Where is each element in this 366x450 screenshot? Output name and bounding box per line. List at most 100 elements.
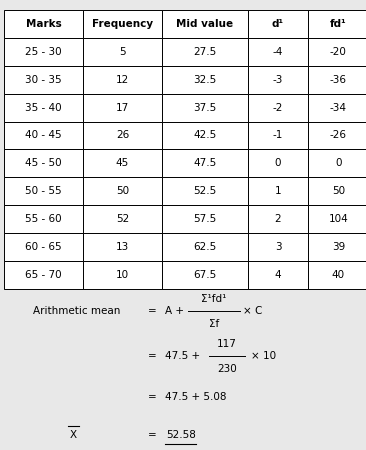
Text: 47.5: 47.5 bbox=[193, 158, 216, 168]
Text: 47.5 + 5.08: 47.5 + 5.08 bbox=[165, 392, 226, 402]
Text: 37.5: 37.5 bbox=[193, 103, 216, 112]
Bar bbox=[162, 261, 248, 289]
Text: 10: 10 bbox=[116, 270, 129, 280]
Text: 5: 5 bbox=[119, 47, 126, 57]
Text: 65 - 70: 65 - 70 bbox=[25, 270, 62, 280]
Text: Frequency: Frequency bbox=[92, 19, 153, 29]
Text: 57.5: 57.5 bbox=[193, 214, 216, 224]
Text: 104: 104 bbox=[329, 214, 348, 224]
Bar bbox=[308, 122, 366, 149]
Bar bbox=[308, 94, 366, 122]
Text: 1: 1 bbox=[274, 186, 281, 196]
Bar bbox=[83, 94, 162, 122]
Text: 17: 17 bbox=[116, 103, 129, 112]
Bar bbox=[308, 233, 366, 261]
Bar bbox=[308, 38, 366, 66]
Bar bbox=[162, 38, 248, 66]
Bar bbox=[83, 38, 162, 66]
Text: Σ¹fd¹: Σ¹fd¹ bbox=[201, 294, 227, 304]
Bar bbox=[248, 205, 308, 233]
Bar bbox=[248, 261, 308, 289]
Bar bbox=[248, 94, 308, 122]
Text: Arithmetic mean: Arithmetic mean bbox=[33, 306, 120, 316]
Bar bbox=[83, 261, 162, 289]
Bar bbox=[248, 233, 308, 261]
Bar bbox=[248, 38, 308, 66]
Text: 45 - 50: 45 - 50 bbox=[25, 158, 62, 168]
Text: Marks: Marks bbox=[26, 19, 61, 29]
Text: 52.58: 52.58 bbox=[167, 430, 197, 440]
Text: 45: 45 bbox=[116, 158, 129, 168]
Text: 55 - 60: 55 - 60 bbox=[25, 214, 62, 224]
Bar bbox=[83, 177, 162, 205]
Bar bbox=[248, 10, 308, 38]
Bar bbox=[83, 233, 162, 261]
Text: -4: -4 bbox=[273, 47, 283, 57]
Bar bbox=[308, 177, 366, 205]
Bar bbox=[83, 66, 162, 94]
Text: =: = bbox=[147, 306, 156, 316]
Bar bbox=[4, 233, 83, 261]
Text: =: = bbox=[147, 392, 156, 402]
Text: 52: 52 bbox=[116, 214, 129, 224]
Bar bbox=[308, 149, 366, 177]
Text: × C: × C bbox=[243, 306, 263, 316]
Text: 62.5: 62.5 bbox=[193, 242, 216, 252]
Text: 52.5: 52.5 bbox=[193, 186, 216, 196]
Text: -34: -34 bbox=[330, 103, 347, 112]
Text: -1: -1 bbox=[273, 130, 283, 140]
Bar bbox=[162, 177, 248, 205]
Text: 4: 4 bbox=[274, 270, 281, 280]
Text: 13: 13 bbox=[116, 242, 129, 252]
Text: -36: -36 bbox=[330, 75, 347, 85]
Text: 40 - 45: 40 - 45 bbox=[25, 130, 62, 140]
Text: 67.5: 67.5 bbox=[193, 270, 216, 280]
Bar bbox=[83, 149, 162, 177]
Text: X: X bbox=[70, 430, 77, 440]
Text: 35 - 40: 35 - 40 bbox=[25, 103, 62, 112]
Bar bbox=[162, 66, 248, 94]
Text: -2: -2 bbox=[273, 103, 283, 112]
Text: 50: 50 bbox=[332, 186, 345, 196]
Bar bbox=[83, 10, 162, 38]
Text: 12: 12 bbox=[116, 75, 129, 85]
Bar bbox=[4, 149, 83, 177]
Bar bbox=[248, 177, 308, 205]
Text: 60 - 65: 60 - 65 bbox=[25, 242, 62, 252]
Text: 47.5 +: 47.5 + bbox=[165, 351, 200, 361]
Text: 27.5: 27.5 bbox=[193, 47, 216, 57]
Bar bbox=[162, 94, 248, 122]
Text: 50: 50 bbox=[116, 186, 129, 196]
Bar bbox=[308, 66, 366, 94]
Text: 25 - 30: 25 - 30 bbox=[25, 47, 62, 57]
Bar bbox=[4, 10, 83, 38]
Text: fd¹: fd¹ bbox=[330, 19, 347, 29]
Bar bbox=[4, 38, 83, 66]
Bar bbox=[4, 177, 83, 205]
Text: =: = bbox=[147, 351, 156, 361]
Bar bbox=[83, 122, 162, 149]
Text: -20: -20 bbox=[330, 47, 347, 57]
Bar bbox=[162, 149, 248, 177]
Bar bbox=[83, 205, 162, 233]
Bar bbox=[4, 261, 83, 289]
Text: 40: 40 bbox=[332, 270, 345, 280]
Bar bbox=[248, 66, 308, 94]
Bar bbox=[4, 122, 83, 149]
Bar bbox=[162, 10, 248, 38]
Bar bbox=[248, 149, 308, 177]
Bar bbox=[308, 205, 366, 233]
Text: -26: -26 bbox=[330, 130, 347, 140]
Text: 42.5: 42.5 bbox=[193, 130, 216, 140]
Text: Σf: Σf bbox=[209, 319, 219, 329]
Bar bbox=[4, 205, 83, 233]
Text: 117: 117 bbox=[217, 339, 237, 349]
Text: 30 - 35: 30 - 35 bbox=[25, 75, 62, 85]
Text: -3: -3 bbox=[273, 75, 283, 85]
Bar bbox=[162, 233, 248, 261]
Text: 26: 26 bbox=[116, 130, 129, 140]
Text: Mid value: Mid value bbox=[176, 19, 234, 29]
Bar bbox=[4, 94, 83, 122]
Bar bbox=[162, 122, 248, 149]
Text: 2: 2 bbox=[274, 214, 281, 224]
